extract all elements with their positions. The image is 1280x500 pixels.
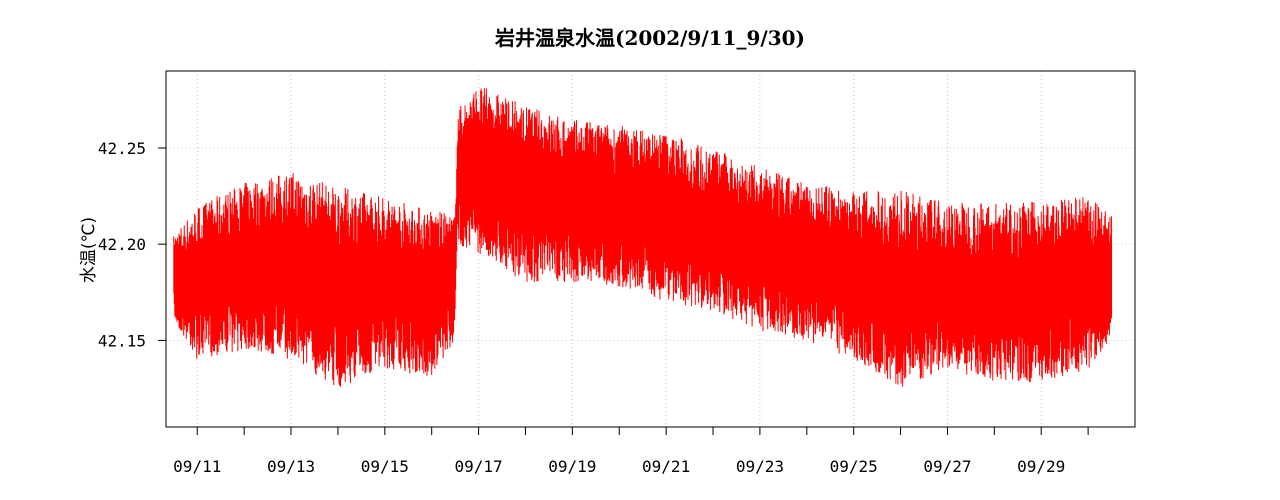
series-line xyxy=(173,87,1113,387)
y-axis: 42.15 42.20 42.25 xyxy=(98,139,166,350)
x-tick-label: 09/29 xyxy=(1017,457,1065,476)
x-tick-label: 09/23 xyxy=(736,457,784,476)
x-tick-label: 09/13 xyxy=(267,457,315,476)
x-axis: 09/11 09/13 09/15 09/17 09/19 09/21 09/23 09/25… xyxy=(166,426,1089,476)
x-tick-label: 09/21 xyxy=(642,457,690,476)
x-tick-label: 09/27 xyxy=(923,457,971,476)
y-axis-label: 水温(℃) xyxy=(79,217,99,283)
x-tick-label: 09/25 xyxy=(830,457,878,476)
y-tick-label: 42.20 xyxy=(98,235,146,254)
x-tick-label: 09/17 xyxy=(454,457,502,476)
x-tick-label: 09/11 xyxy=(173,457,221,476)
chart-title: 岩井温泉水温(2002/9/11_9/30) xyxy=(494,26,805,50)
series-temperature xyxy=(173,87,1113,387)
x-tick-label: 09/15 xyxy=(361,457,409,476)
x-tick-label: 09/19 xyxy=(548,457,596,476)
y-tick-label: 42.15 xyxy=(98,331,146,350)
y-tick-label: 42.25 xyxy=(98,139,146,158)
